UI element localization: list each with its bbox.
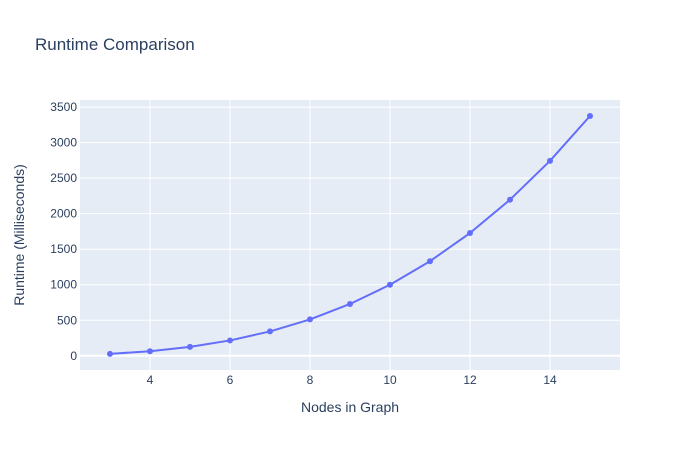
y-tick-label: 1000 <box>50 278 77 292</box>
y-tick-label: 3500 <box>50 100 77 114</box>
y-tick-label: 500 <box>57 313 77 327</box>
data-point[interactable] <box>507 196 513 203</box>
y-tick-label: 2500 <box>50 171 77 185</box>
data-point[interactable] <box>227 337 233 344</box>
grid <box>80 100 620 370</box>
data-point[interactable] <box>147 348 153 355</box>
data-point[interactable] <box>427 258 433 265</box>
x-tick-label: 6 <box>227 373 234 387</box>
y-tick-label: 3000 <box>50 136 77 150</box>
x-tick-label: 4 <box>147 373 154 387</box>
x-tick-label: 8 <box>307 373 314 387</box>
plot-background <box>80 100 620 370</box>
x-axis-title: Nodes in Graph <box>301 399 399 415</box>
y-axis-ticks: 0 500 1000 1500 2000 2500 3000 3500 <box>50 100 77 363</box>
chart-title: Runtime Comparison <box>35 35 195 54</box>
data-point[interactable] <box>467 230 473 237</box>
y-axis-title: Runtime (Milliseconds) <box>11 164 27 306</box>
data-point[interactable] <box>347 300 353 307</box>
x-axis-ticks: 4 6 8 10 12 14 <box>147 373 557 387</box>
data-point[interactable] <box>547 157 553 164</box>
data-point[interactable] <box>587 112 593 119</box>
y-tick-label: 2000 <box>50 207 77 221</box>
y-tick-label: 0 <box>70 349 77 363</box>
x-tick-label: 12 <box>463 373 477 387</box>
series-layer <box>107 112 593 357</box>
data-point[interactable] <box>307 316 313 323</box>
y-tick-label: 1500 <box>50 242 77 256</box>
data-point[interactable] <box>187 343 193 350</box>
x-tick-label: 14 <box>543 373 557 387</box>
x-tick-label: 10 <box>383 373 397 387</box>
data-point[interactable] <box>107 350 113 357</box>
data-point[interactable] <box>267 328 273 335</box>
data-point[interactable] <box>387 281 393 288</box>
